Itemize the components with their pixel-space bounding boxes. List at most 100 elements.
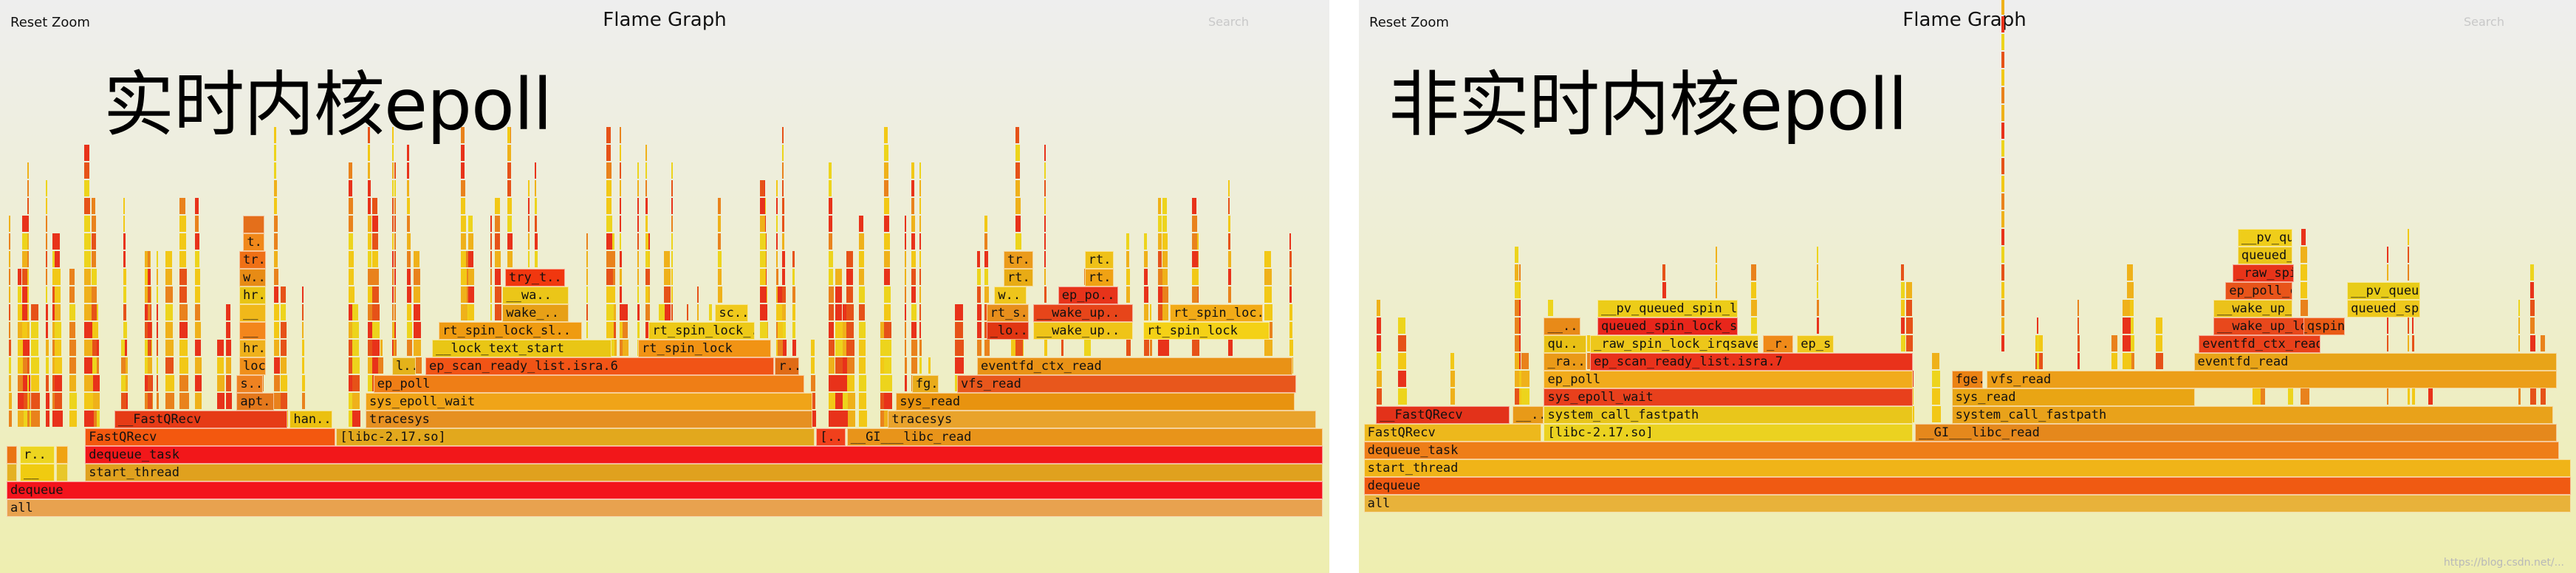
- flame-frame-thin[interactable]: [671, 180, 674, 196]
- flame-frame-thin[interactable]: [846, 375, 855, 391]
- flame-frame-thin[interactable]: [83, 180, 90, 196]
- flame-frame-thin[interactable]: [2126, 264, 2134, 281]
- flame-frame-thin[interactable]: [31, 304, 38, 320]
- flame-frame-thin[interactable]: [2412, 335, 2414, 351]
- flame-frame[interactable]: eventfd_read: [2193, 353, 2557, 371]
- flame-frame-thin[interactable]: [273, 216, 278, 232]
- flame-frame-thin[interactable]: [31, 393, 40, 409]
- flame-frame-thin[interactable]: [348, 233, 354, 250]
- flame-frame-thin[interactable]: [301, 375, 305, 391]
- flame-frame-thin[interactable]: [91, 216, 96, 232]
- flame-frame-thin[interactable]: [1931, 388, 1941, 405]
- flame-frame-thin[interactable]: [27, 357, 29, 374]
- flame-frame-thin[interactable]: [27, 198, 29, 214]
- flame-frame-thin[interactable]: [663, 269, 671, 285]
- flame-frame-thin[interactable]: [157, 251, 159, 267]
- flame-frame-thin[interactable]: [859, 411, 867, 427]
- flame-frame-thin[interactable]: [1044, 251, 1046, 267]
- flame-frame-thin[interactable]: [371, 340, 380, 356]
- flame-frame-thin[interactable]: [165, 375, 174, 391]
- flame-frame-thin[interactable]: [535, 233, 538, 250]
- flame-frame-thin[interactable]: [301, 357, 305, 374]
- flame-frame-thin[interactable]: [280, 322, 287, 338]
- flame-frame[interactable]: dequeue_task: [1363, 442, 2559, 459]
- flame-frame-thin[interactable]: [2111, 353, 2118, 369]
- flame-frame-thin[interactable]: [27, 375, 30, 391]
- flame-frame-thin[interactable]: [2036, 335, 2039, 351]
- flame-frame-thin[interactable]: [984, 286, 989, 303]
- flame-frame-thin[interactable]: [406, 269, 411, 285]
- flame-frame-thin[interactable]: [273, 127, 276, 143]
- flame-frame-thin[interactable]: [394, 198, 396, 214]
- flame-frame-thin[interactable]: [759, 304, 767, 320]
- flame-frame-thin[interactable]: [367, 286, 373, 303]
- flame-frame-thin[interactable]: [619, 286, 623, 303]
- flame-frame-thin[interactable]: [778, 322, 783, 338]
- flame-frame-thin[interactable]: [606, 251, 613, 267]
- flame-frame-thin[interactable]: [2035, 335, 2043, 351]
- flame-frame-thin[interactable]: [165, 304, 173, 320]
- flame-frame-thin[interactable]: [27, 251, 29, 267]
- flame-frame-thin[interactable]: [1157, 251, 1162, 267]
- flame-frame-thin[interactable]: [27, 180, 29, 196]
- search-button[interactable]: Search: [2464, 15, 2504, 29]
- flame-frame-thin[interactable]: [905, 357, 907, 374]
- flame-frame-thin[interactable]: [2386, 318, 2388, 334]
- flame-frame-thin[interactable]: [859, 322, 866, 338]
- flame-frame-thin[interactable]: [905, 286, 907, 303]
- flame-frame-thin[interactable]: [352, 322, 359, 338]
- flame-frame-thin[interactable]: [8, 251, 10, 267]
- flame-frame-thin[interactable]: [8, 216, 10, 232]
- flame-frame-thin[interactable]: [367, 357, 374, 374]
- flame-frame-thin[interactable]: [645, 304, 650, 320]
- flame-frame-thin[interactable]: [45, 216, 47, 232]
- flame-frame-thin[interactable]: [54, 251, 61, 267]
- flame-frame-thin[interactable]: [619, 127, 621, 143]
- flame-frame-thin[interactable]: [280, 286, 286, 303]
- flame-frame-thin[interactable]: [348, 357, 356, 374]
- flame-frame[interactable]: sys_read: [1951, 388, 2196, 406]
- flame-frame-thin[interactable]: [147, 357, 152, 374]
- flame-frame[interactable]: hr..: [239, 286, 266, 304]
- flame-frame-thin[interactable]: [782, 322, 787, 338]
- flame-frame-thin[interactable]: [648, 251, 651, 267]
- flame-frame-thin[interactable]: [829, 251, 833, 267]
- flame-frame-thin[interactable]: [2407, 335, 2410, 351]
- flame-frame-thin[interactable]: [759, 180, 765, 196]
- flame-frame-thin[interactable]: [507, 233, 513, 250]
- flame-frame-thin[interactable]: [829, 322, 835, 338]
- flame-frame-thin[interactable]: [91, 304, 97, 320]
- flame-frame-thin[interactable]: [1228, 340, 1233, 356]
- flame-frame-thin[interactable]: [348, 340, 355, 356]
- flame-frame-thin[interactable]: [179, 357, 188, 374]
- flame-frame-thin[interactable]: [606, 322, 614, 338]
- flame-frame[interactable]: __: [239, 322, 266, 340]
- flame-frame-thin[interactable]: [2301, 229, 2306, 245]
- flame-frame-thin[interactable]: [280, 340, 287, 356]
- flame-frame-thin[interactable]: [17, 411, 24, 427]
- flame-frame-thin[interactable]: [45, 304, 48, 320]
- flame-frame[interactable]: system_call_fastpath: [1951, 406, 2553, 424]
- flame-frame-thin[interactable]: [45, 233, 47, 250]
- flame-frame-thin[interactable]: [606, 162, 612, 179]
- flame-frame-thin[interactable]: [1083, 340, 1091, 356]
- flame-frame-thin[interactable]: [911, 162, 914, 179]
- flame-frame-thin[interactable]: [1044, 162, 1046, 179]
- flame-frame-thin[interactable]: [17, 304, 22, 320]
- flame-frame-thin[interactable]: [2386, 247, 2388, 263]
- flame-frame-thin[interactable]: [380, 340, 383, 356]
- flame-frame-thin[interactable]: [976, 340, 982, 356]
- flame-frame-thin[interactable]: [829, 162, 832, 179]
- flame-frame-thin[interactable]: [883, 375, 892, 391]
- flame-frame-thin[interactable]: [1515, 318, 1520, 334]
- flame-frame[interactable]: r..: [775, 357, 799, 375]
- flame-frame-thin[interactable]: [1519, 371, 1521, 387]
- flame-frame-thin[interactable]: [883, 286, 891, 303]
- flame-frame[interactable]: all: [7, 499, 1323, 517]
- flame-frame-thin[interactable]: [645, 286, 649, 303]
- flame-frame-thin[interactable]: [1377, 371, 1382, 387]
- flame-frame-thin[interactable]: [2001, 176, 2005, 192]
- flame-frame-thin[interactable]: [919, 198, 922, 214]
- flame-frame-thin[interactable]: [637, 198, 640, 214]
- flame-frame[interactable]: __pv_queued_spin_l..: [1597, 300, 1738, 318]
